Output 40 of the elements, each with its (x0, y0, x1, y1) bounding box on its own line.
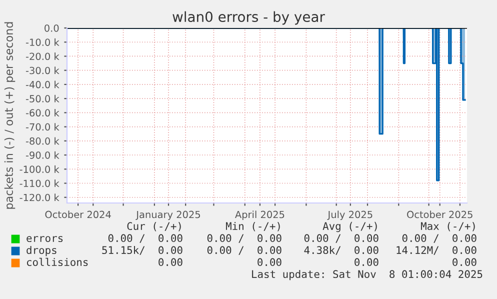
text: 0.00 / 0.00 (304, 234, 378, 243)
legend-label: drops (26, 246, 56, 256)
text: Cur (-/+) (127, 222, 181, 232)
text: 0.00 (158, 258, 182, 266)
y-tick-label: -110.0 k (20, 180, 60, 188)
text: Last update: Sat Nov 8 01:00:04 2025 (252, 270, 482, 280)
text: 0.00 / 0.00 (207, 246, 282, 255)
text: Min (-/+) (226, 222, 280, 232)
y-tick-label: -120.0 k (20, 194, 60, 202)
y-tick-label: -30.0 k (26, 66, 60, 74)
y-tick-label: -20.0 k (26, 52, 60, 60)
text: 0.00 (452, 258, 476, 266)
y-tick-label: -10.0 k (26, 38, 60, 46)
y-tick-label: -90.0 k (26, 151, 60, 159)
text: 51.15k/ 0.00 (102, 246, 182, 255)
text: 0.00 (258, 258, 282, 266)
y-tick-label: -100.0 k (20, 165, 60, 173)
x-tick-label: July 2025 (327, 210, 372, 220)
y-tick-label: -80.0 k (26, 137, 60, 145)
legend-label: errors (26, 236, 63, 242)
y-axis-title: packets in (-) / out (+) per second (4, 22, 16, 209)
text: 0.00 (354, 258, 378, 266)
y-tick-label: 0.0 (44, 24, 59, 32)
y-tick-label: -60.0 k (26, 108, 60, 117)
text: 0.00 / 0.00 (108, 234, 182, 243)
x-tick-label: October 2024 (45, 210, 111, 218)
x-tick-label: January 2025 (136, 210, 200, 220)
text: 14.12M/ 0.00 (396, 246, 476, 255)
text: 0.00 / 0.00 (402, 234, 476, 243)
legend-label: collisions (26, 258, 88, 266)
y-tick-label: -50.0 k (26, 94, 60, 102)
y-tick-label: -70.0 k (26, 123, 60, 131)
text: Max (-/+) (420, 222, 475, 232)
text: Avg (-/+) (322, 222, 377, 232)
x-tick-label: April 2025 (235, 210, 284, 220)
chart-title: wlan0 errors - by year (172, 11, 325, 25)
y-tick-label: -40.0 k (26, 80, 60, 88)
x-tick-label: October 2025 (407, 210, 472, 218)
text: 4.38k/ 0.00 (304, 246, 378, 255)
text: 0.00 / 0.00 (207, 234, 282, 243)
